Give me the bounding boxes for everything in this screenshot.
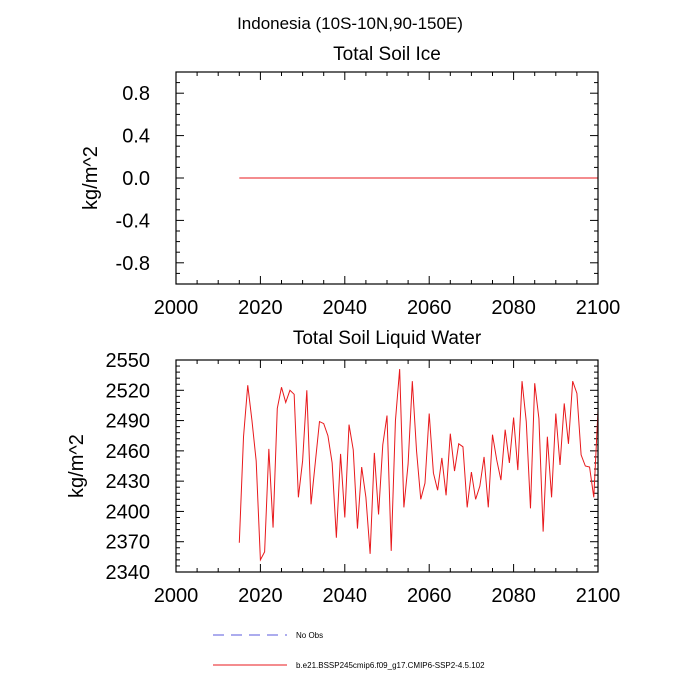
panel-soil-water-frame <box>175 359 599 573</box>
panel-soil-ice: Total Soil Ice kg/m^2 2000 2020 2040 2060 20… <box>80 44 620 319</box>
x-tick-label: 2080 <box>491 297 536 319</box>
y-tick-label: -0.4 <box>116 210 150 232</box>
x-tick-label: 2100 <box>576 297 621 319</box>
y-tick-label: -0.8 <box>116 253 150 275</box>
x-tick-label: 2080 <box>491 585 536 607</box>
y-tick-label: 2460 <box>106 441 151 463</box>
x-tick-label: 2040 <box>323 297 368 319</box>
x-tick-label: 2000 <box>154 297 199 319</box>
y-tick-label: 2550 <box>106 350 151 372</box>
panel-soil-water-ylabel: kg/m^2 <box>66 434 88 498</box>
panel-soil-ice-frame <box>175 71 599 285</box>
y-tick-label: 0.4 <box>122 126 150 148</box>
y-tick-label: 0.8 <box>122 83 150 105</box>
y-tick-label: 2340 <box>106 562 151 584</box>
x-tick-label: 2000 <box>154 585 199 607</box>
x-tick-label: 2040 <box>323 585 368 607</box>
y-tick-label: 2370 <box>106 532 151 554</box>
y-tick-label: 2520 <box>106 380 151 402</box>
figure-title: Indonesia (10S-10N,90-150E) <box>237 14 463 33</box>
panel-soil-ice-title: Total Soil Ice <box>333 44 441 65</box>
legend-obs-label: No Obs <box>296 631 323 640</box>
panel-soil-water: Total Soil Liquid Water kg/m^2 2000 2020 2… <box>66 328 620 607</box>
y-tick-label: 0.0 <box>122 168 150 190</box>
x-tick-label: 2060 <box>407 585 452 607</box>
y-tick-label: 2490 <box>106 411 151 433</box>
panel-soil-ice-ylabel: kg/m^2 <box>80 146 102 210</box>
series-line <box>238 369 599 562</box>
x-tick-label: 2020 <box>238 585 283 607</box>
x-tick-label: 2060 <box>407 297 452 319</box>
legend: No Obs b.e21.BSSP245cmip6.f09_g17.CMIP6-… <box>213 631 485 670</box>
legend-model-label: b.e21.BSSP245cmip6.f09_g17.CMIP6-SSP2-4.… <box>296 661 485 670</box>
y-tick-label: 2430 <box>106 471 151 493</box>
panel-soil-water-title: Total Soil Liquid Water <box>293 328 482 349</box>
x-tick-label: 2020 <box>238 297 283 319</box>
y-tick-label: 2400 <box>106 501 151 523</box>
x-tick-label: 2100 <box>576 585 621 607</box>
